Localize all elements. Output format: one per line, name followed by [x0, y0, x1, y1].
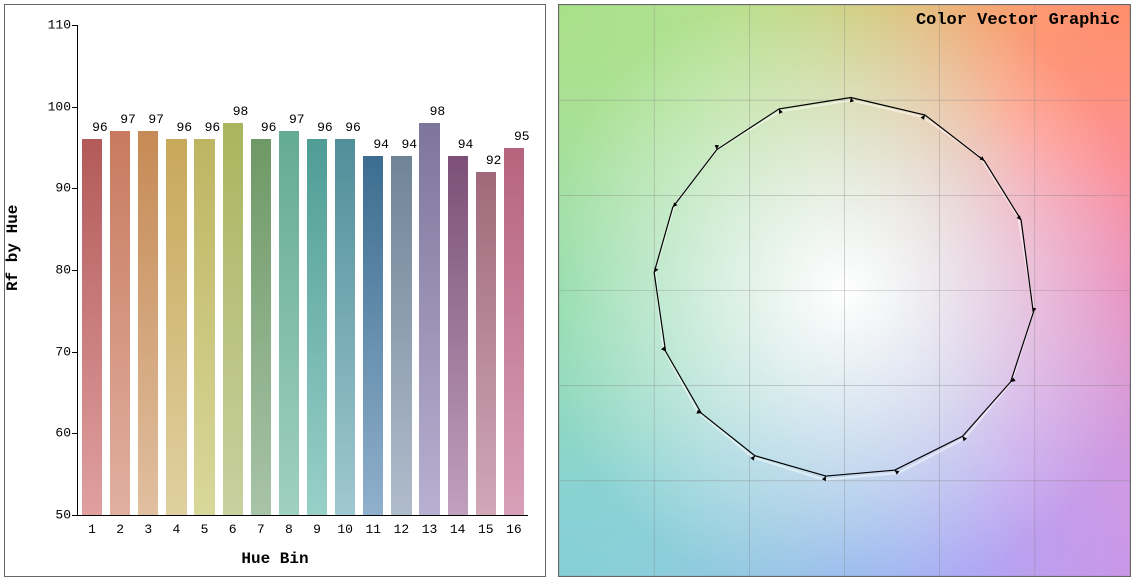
x-tick-label: 12 [394, 522, 410, 537]
bar [138, 131, 158, 515]
cvg-title: Color Vector Graphic [916, 11, 1120, 30]
y-axis-label: Rf by Hue [4, 204, 22, 290]
bar [307, 139, 327, 515]
bar [110, 131, 130, 515]
bar [194, 139, 214, 515]
x-tick-label: 10 [337, 522, 353, 537]
x-tick-label: 2 [116, 522, 124, 537]
x-tick-label: 4 [173, 522, 181, 537]
x-tick-label: 6 [229, 522, 237, 537]
bar [363, 156, 383, 515]
bar [82, 139, 102, 515]
x-axis-label: Hue Bin [241, 550, 308, 568]
bar [504, 148, 524, 516]
x-tick-label: 11 [366, 522, 382, 537]
y-tick-label: 100 [43, 99, 71, 114]
x-tick-label: 5 [201, 522, 209, 537]
y-tick-label: 110 [43, 18, 71, 33]
bar [391, 156, 411, 515]
x-tick-label: 16 [506, 522, 522, 537]
cvg-svg [559, 5, 1130, 576]
bar-chart-plot-area: 9619729739649659869679789699610941194129… [77, 25, 528, 516]
y-tick-label: 90 [43, 181, 71, 196]
bar [279, 131, 299, 515]
y-tick-label: 60 [43, 426, 71, 441]
y-tick-label: 80 [43, 263, 71, 278]
rf-by-hue-bar-chart: Rf by Hue 961972973964965986967978969961… [4, 4, 546, 577]
x-tick-label: 3 [144, 522, 152, 537]
bar [166, 139, 186, 515]
x-tick-label: 15 [478, 522, 494, 537]
y-tick-label: 50 [43, 508, 71, 523]
x-tick-label: 13 [422, 522, 438, 537]
x-tick-label: 7 [257, 522, 265, 537]
bar [223, 123, 243, 515]
x-tick-label: 14 [450, 522, 466, 537]
bar [448, 156, 468, 515]
bar [476, 172, 496, 515]
bar [335, 139, 355, 515]
x-tick-label: 1 [88, 522, 96, 537]
color-vector-graphic: Color Vector Graphic [558, 4, 1131, 577]
bar [419, 123, 439, 515]
y-tick-label: 70 [43, 344, 71, 359]
charts-container: Rf by Hue 961972973964965986967978969961… [0, 0, 1136, 581]
x-tick-label: 8 [285, 522, 293, 537]
bar [251, 139, 271, 515]
x-tick-label: 9 [313, 522, 321, 537]
